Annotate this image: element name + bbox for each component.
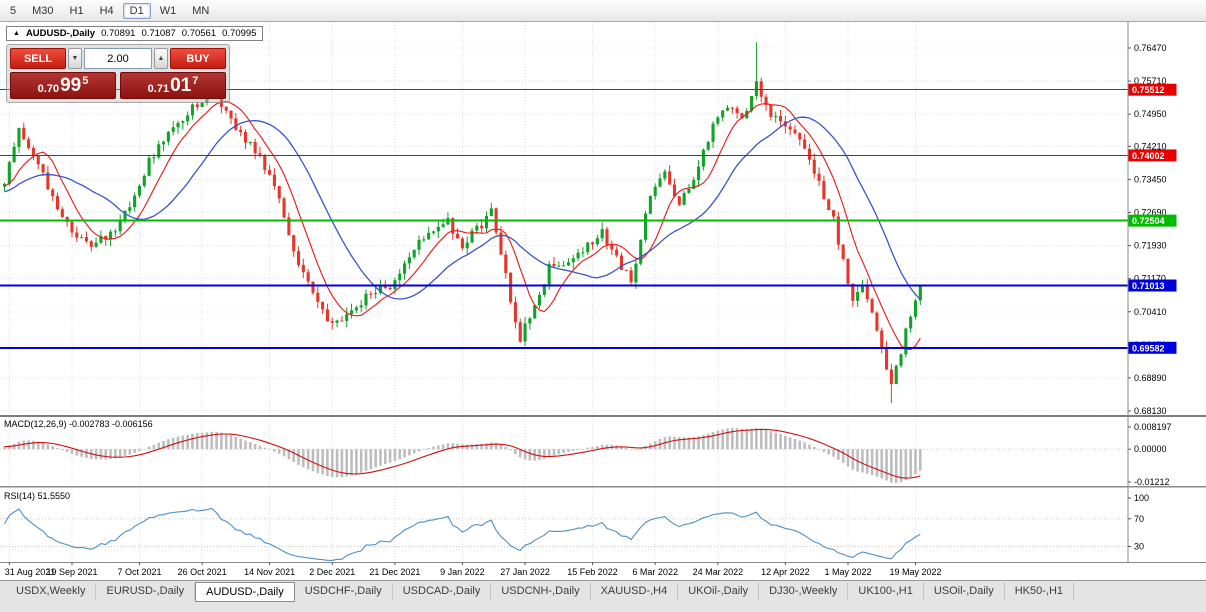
ohlc-high: 0.71087 xyxy=(141,28,176,39)
timeframe-w1[interactable]: W1 xyxy=(159,4,177,17)
date-tick-label: 26 Oct 2021 xyxy=(178,567,227,577)
svg-text:0.71013: 0.71013 xyxy=(1132,281,1165,291)
price-tick-label: 0.76470 xyxy=(1134,43,1167,53)
tab-ukoil-daily[interactable]: UKOil-,Daily xyxy=(678,583,760,600)
triangle-up-icon: ▲ xyxy=(157,55,165,62)
date-tick-label: 2 Dec 2021 xyxy=(309,567,355,577)
symbol-name: AUDUSD-,Daily xyxy=(25,28,96,39)
timeframe-d1[interactable]: D1 xyxy=(122,2,151,19)
tab-usdcad-daily[interactable]: USDCAD-,Daily xyxy=(393,583,492,600)
timeframe-h1[interactable]: H1 xyxy=(69,4,84,17)
tab-xauusd-h4[interactable]: XAUUSD-,H4 xyxy=(591,583,679,600)
date-tick-label: 14 Nov 2021 xyxy=(244,567,295,577)
date-tick-label: 19 May 2022 xyxy=(889,567,941,577)
hline-price-tag: 0.71013 xyxy=(1128,279,1177,292)
chart-ohlc-header: ▲ AUDUSD-,Daily 0.70891 0.71087 0.70561 … xyxy=(6,26,264,41)
ask-price-pipette: 7 xyxy=(192,75,199,87)
hline-price-tag: 0.69582 xyxy=(1128,341,1177,354)
date-tick-label: 31 Aug 2021 xyxy=(5,567,56,577)
date-tick-label: 24 Mar 2022 xyxy=(693,567,744,577)
bid-price-main: 99 xyxy=(60,75,82,96)
tab-usdcnh-daily[interactable]: USDCNH-,Daily xyxy=(491,583,591,600)
buy-price-display[interactable]: 0.71 01 7 xyxy=(120,72,226,99)
chart-area: 0.76470 0.75710 0.74950 0.74210 0.73450 0.726… xyxy=(0,22,1206,580)
volume-input[interactable] xyxy=(84,48,152,69)
date-tick-label: 9 Jan 2022 xyxy=(440,567,485,577)
date-tick-label: 15 Feb 2022 xyxy=(567,567,618,577)
tab-usoil-daily[interactable]: USOil-,Daily xyxy=(924,583,1005,600)
tab-eurusd-daily[interactable]: EURUSD-,Daily xyxy=(96,583,196,600)
triangle-down-icon: ▼ xyxy=(71,55,79,62)
price-chart[interactable]: 0.76470 0.75710 0.74950 0.74210 0.73450 0.726… xyxy=(0,22,1206,580)
macd-axis-label: 0.00000 xyxy=(1134,444,1167,454)
date-tick-label: 6 Mar 2022 xyxy=(632,567,678,577)
macd-indicator-label: MACD(12,26,9) -0.002783 -0.006156 xyxy=(4,419,153,429)
volume-decrease-button[interactable]: ▼ xyxy=(68,48,82,69)
rsi-layer xyxy=(0,507,1128,561)
svg-text:0.75512: 0.75512 xyxy=(1132,85,1165,95)
buy-button[interactable]: BUY xyxy=(170,48,226,69)
chart-tabs: USDX,Weekly EURUSD-,Daily AUDUSD-,Daily USD… xyxy=(0,580,1206,612)
hline-price-tag: 0.75512 xyxy=(1128,83,1177,96)
date-tick-label: 1 May 2022 xyxy=(824,567,871,577)
ohlc-close: 0.70995 xyxy=(222,28,257,39)
date-tick-label: 19 Sep 2021 xyxy=(46,567,97,577)
svg-text:0.74002: 0.74002 xyxy=(1132,151,1165,161)
hlines-layer[interactable] xyxy=(0,89,1128,349)
tab-usdx-weekly[interactable]: USDX,Weekly xyxy=(6,583,97,600)
chart-symbol-icon: ▲ xyxy=(13,30,20,37)
macd-layer xyxy=(0,427,1128,483)
rsi-indicator-label: RSI(14) 51.5550 xyxy=(4,491,71,501)
timeframe-toolbar: 5 M30 H1 H4 D1 W1 MN xyxy=(0,0,1206,22)
ask-price-prefix: 0.71 xyxy=(147,83,170,95)
ohlc-open: 0.70891 xyxy=(101,28,136,39)
volume-increase-button[interactable]: ▲ xyxy=(154,48,168,69)
timeframe-mn[interactable]: MN xyxy=(192,4,210,17)
rsi-axis-label: 70 xyxy=(1134,514,1144,524)
bid-price-prefix: 0.70 xyxy=(37,83,60,95)
price-tick-label: 0.68890 xyxy=(1134,373,1167,383)
hline-price-tag: 0.74002 xyxy=(1128,149,1177,162)
price-tick-label: 0.71930 xyxy=(1134,241,1167,251)
date-tick-label: 27 Jan 2022 xyxy=(500,567,550,577)
macd-axis-label: 0.008197 xyxy=(1134,422,1172,432)
ma-fast-line xyxy=(4,100,921,351)
price-tick-label: 0.74210 xyxy=(1134,141,1167,151)
sell-price-display[interactable]: 0.70 99 5 xyxy=(10,72,116,99)
price-tick-label: 0.75710 xyxy=(1134,76,1167,86)
tab-uk100-h1[interactable]: UK100-,H1 xyxy=(848,583,924,600)
price-tick-label: 0.72690 xyxy=(1134,208,1167,218)
tab-dj30-weekly[interactable]: DJ30-,Weekly xyxy=(759,583,849,600)
ma-slow-line xyxy=(4,116,921,300)
tab-hk50-h1[interactable]: HK50-,H1 xyxy=(1005,583,1075,600)
svg-text:0.72504: 0.72504 xyxy=(1132,216,1165,226)
macd-axis-label: -0.01212 xyxy=(1134,477,1170,487)
date-tick-label: 7 Oct 2021 xyxy=(117,567,161,577)
price-tick-label: 0.71170 xyxy=(1134,274,1166,284)
bid-price-pipette: 5 xyxy=(82,75,89,87)
price-tick-label: 0.73450 xyxy=(1134,174,1167,184)
date-tick-label: 12 Apr 2022 xyxy=(761,567,810,577)
price-tick-label: 0.74950 xyxy=(1134,109,1167,119)
hline-price-tag: 0.72504 xyxy=(1128,214,1177,227)
tab-usdchf-daily[interactable]: USDCHF-,Daily xyxy=(295,583,393,600)
price-tick-label: 0.68130 xyxy=(1134,406,1167,416)
axes-layer: 0.76470 0.75710 0.74950 0.74210 0.73450 0.726… xyxy=(5,43,1177,577)
ohlc-low: 0.70561 xyxy=(181,28,217,39)
timeframe-h4[interactable]: H4 xyxy=(99,4,114,17)
rsi-axis-label: 30 xyxy=(1134,542,1144,552)
candles-layer xyxy=(2,42,922,404)
timeframe-5[interactable]: 5 xyxy=(10,4,17,17)
pane-separators[interactable] xyxy=(0,22,1206,563)
tab-audusd-daily[interactable]: AUDUSD-,Daily xyxy=(195,582,295,602)
price-tick-label: 0.70410 xyxy=(1134,307,1167,317)
timeframe-m30[interactable]: M30 xyxy=(32,4,54,17)
ask-price-main: 01 xyxy=(170,75,192,96)
rsi-axis-label: 100 xyxy=(1134,493,1149,503)
date-tick-label: 21 Dec 2021 xyxy=(369,567,420,577)
grid-layer xyxy=(0,22,1128,562)
svg-text:0.69582: 0.69582 xyxy=(1132,343,1165,353)
sell-button[interactable]: SELL xyxy=(10,48,66,69)
